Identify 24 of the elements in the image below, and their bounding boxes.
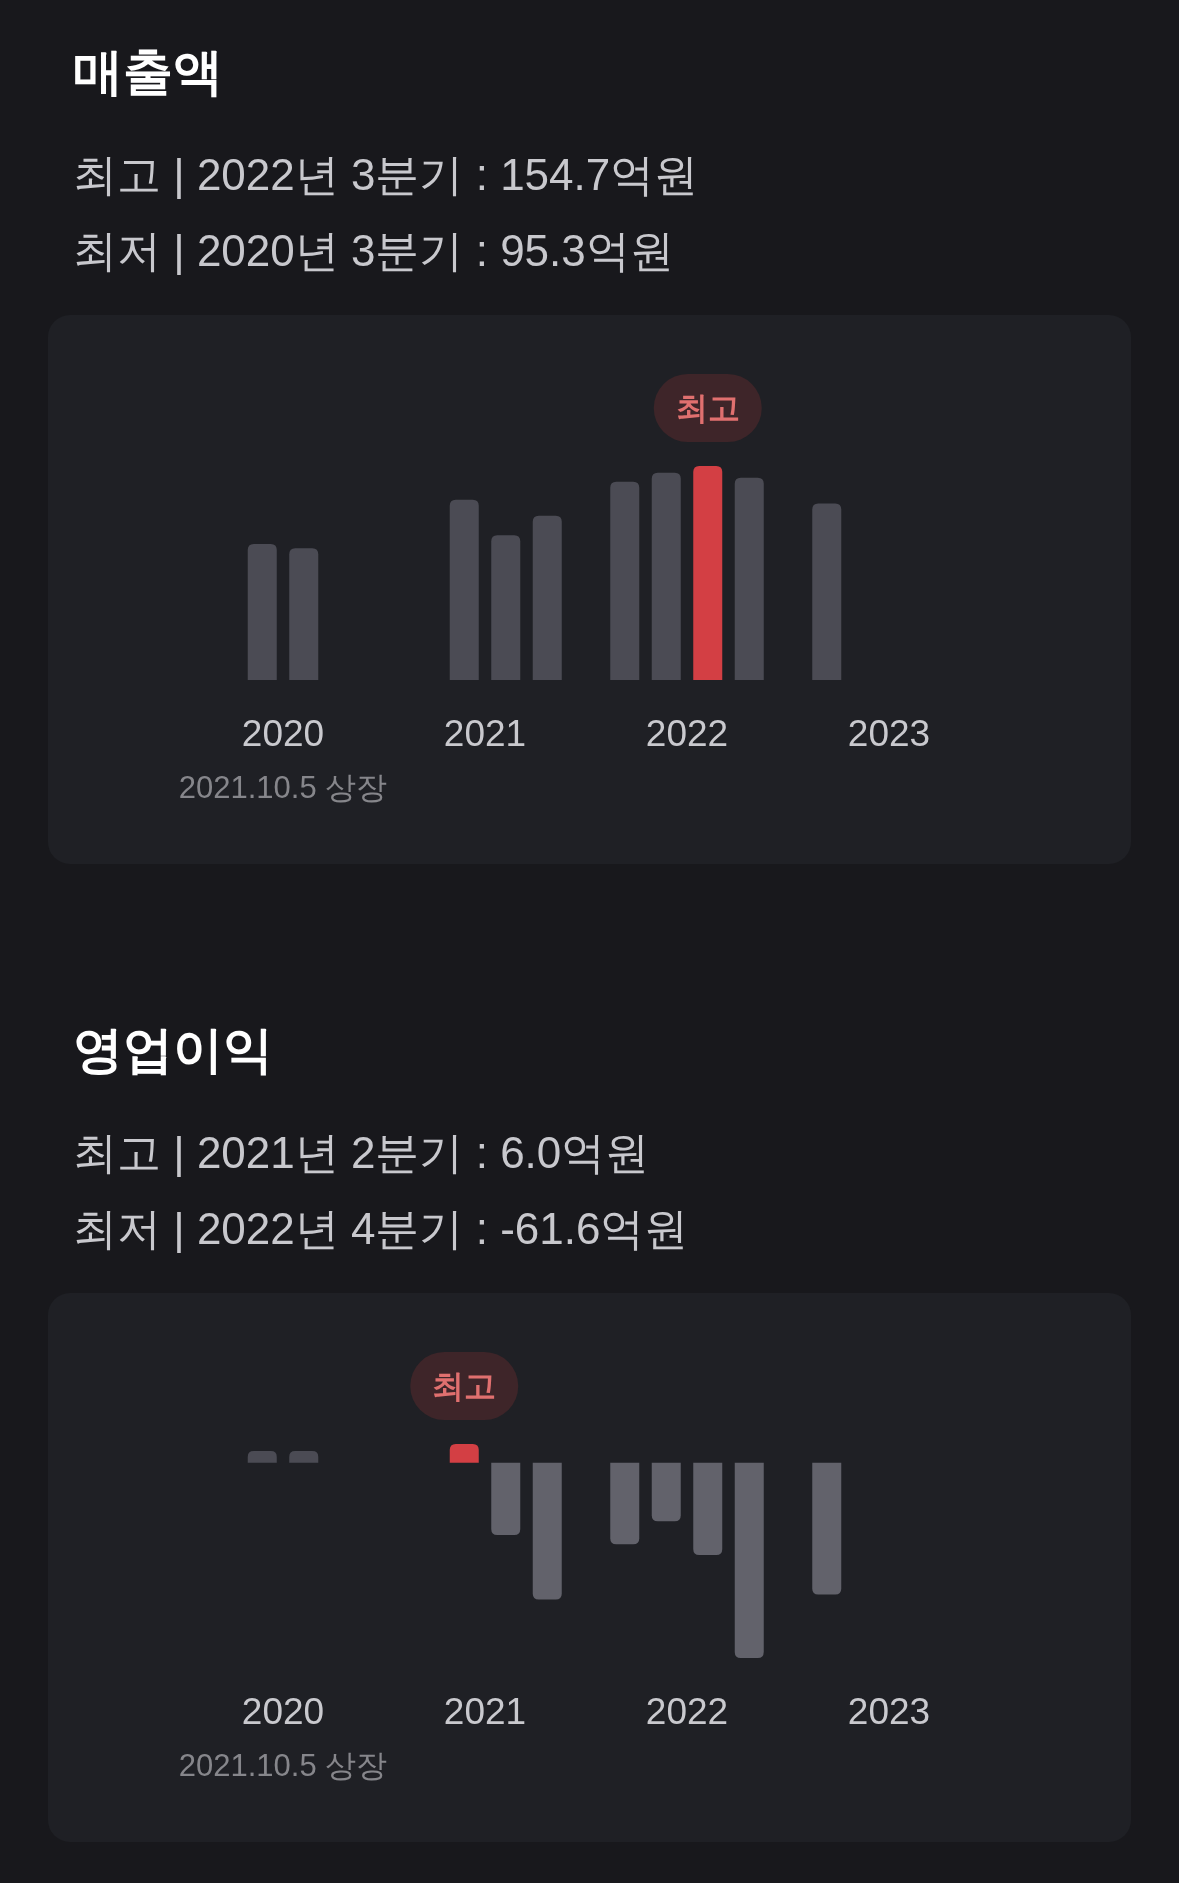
bar (247, 544, 277, 680)
bar (289, 548, 319, 680)
x-tick-label: 2023 (847, 1691, 931, 1732)
x-tick-label: 2021 (443, 713, 527, 754)
x-tick-label: 2022 (645, 713, 729, 754)
bar (610, 481, 640, 680)
bar (449, 499, 479, 680)
text: 2021.10.5 상장 (178, 1748, 388, 1783)
bar (651, 472, 681, 680)
chart-title: 영업이익 (73, 1022, 273, 1078)
bar (812, 503, 842, 680)
x-tick-label: 2020 (241, 713, 325, 754)
text: 2021.10.5 상장 (178, 770, 388, 805)
x-tick-label: 2023 (847, 713, 931, 754)
bar (491, 535, 521, 680)
chart-title: 매출액 (73, 44, 223, 100)
x-tick-label: 2022 (645, 1691, 729, 1732)
x-tick-label: 2020 (241, 1691, 325, 1732)
bar (693, 466, 723, 680)
chart-subtitle: 최고 | 2021년 2분기 : 6.0억원 최저 | 2022년 4분기 : -61.6억원 (73, 1127, 689, 1253)
chart-subtitle: 최고 | 2022년 3분기 : 154.7억원 최저 | 2020년 3분기 : 95.3억원 (73, 149, 699, 275)
x-tick-label: 2021 (443, 1691, 527, 1732)
bar (532, 515, 562, 680)
bar (734, 477, 764, 680)
